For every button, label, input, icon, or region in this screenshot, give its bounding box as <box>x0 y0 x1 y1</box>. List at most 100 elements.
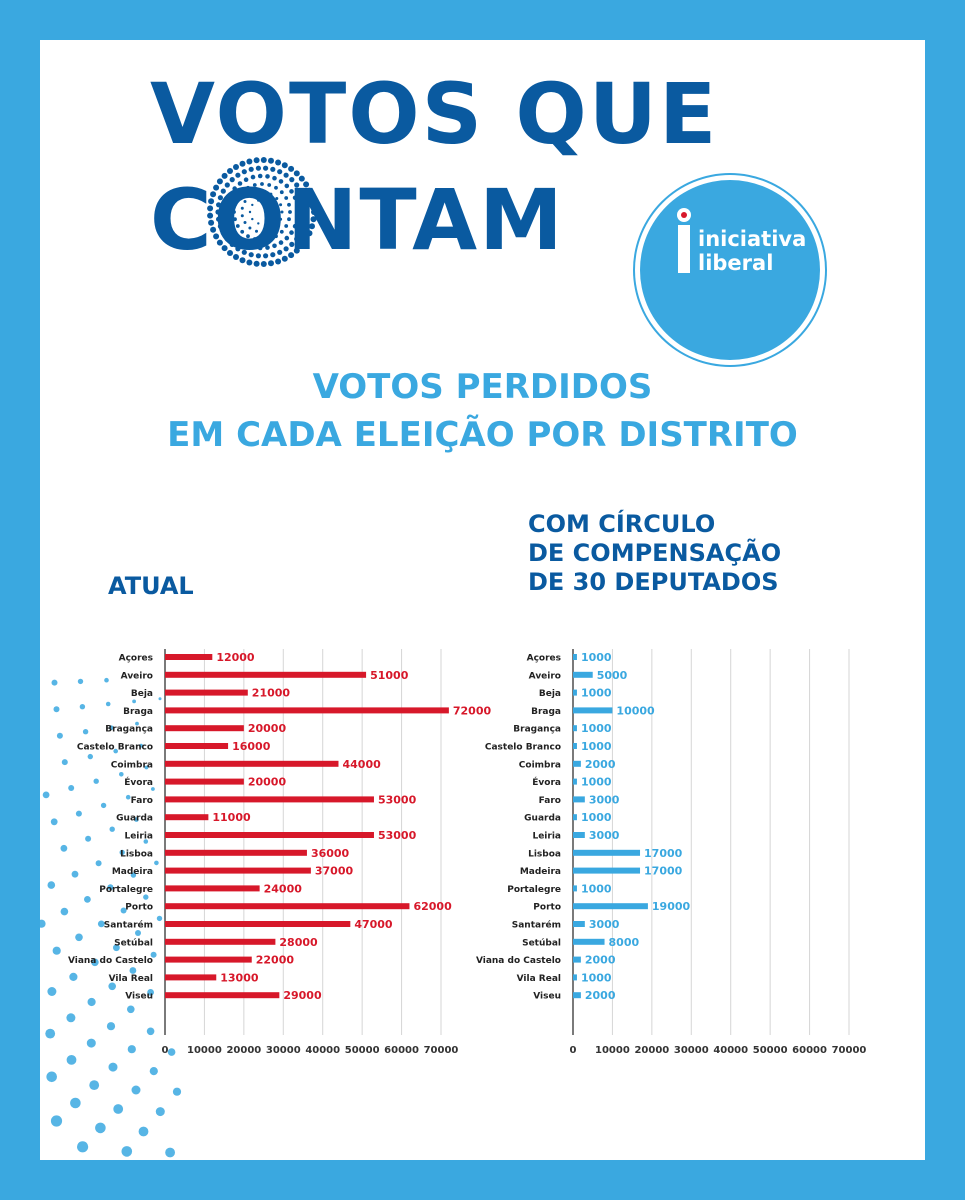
title-o-dot <box>298 230 304 236</box>
title-o-dot <box>262 230 266 234</box>
title-o-dot <box>270 252 276 258</box>
title-o-dot <box>283 172 289 178</box>
pattern-dot <box>77 1141 89 1153</box>
compensacao-data-label: 1000 <box>581 776 612 789</box>
atual-category-label: Évora <box>124 776 153 788</box>
title-o-dot <box>283 246 289 252</box>
pattern-dot <box>129 967 137 974</box>
atual-data-label: 28000 <box>279 936 318 949</box>
title-o-dot <box>213 233 220 240</box>
title-o-dot <box>253 260 260 267</box>
title-o-dot <box>225 198 230 204</box>
atual-category-label: Aveiro <box>121 671 153 681</box>
title-o-dot <box>302 202 308 208</box>
title-o-dot <box>303 181 310 188</box>
compensacao-bar <box>573 707 613 714</box>
pattern-dot <box>119 772 124 777</box>
pattern-dot <box>121 1146 133 1157</box>
pattern-dot <box>113 1104 124 1114</box>
atual-category-label: Viseu <box>125 992 153 1002</box>
compensacao-bar <box>573 885 577 892</box>
compensacao-data-label: 3000 <box>589 918 620 931</box>
title-o-dot <box>235 224 240 228</box>
title-o-dot <box>227 168 233 174</box>
pattern-dot <box>87 997 96 1007</box>
compensacao-category-label: Açores <box>527 654 561 664</box>
compensacao-data-label: 2000 <box>585 758 616 771</box>
pattern-dot <box>93 778 99 784</box>
title-o-dot <box>284 224 289 228</box>
pattern-dot <box>151 787 155 791</box>
atual-category-label: Santarém <box>104 920 153 931</box>
pattern-dot <box>106 1022 116 1031</box>
pattern-dot <box>149 1067 158 1076</box>
title-o-dot <box>289 177 295 183</box>
atual-data-label: 20000 <box>248 722 287 735</box>
title-o-dot <box>264 199 267 202</box>
pattern-dot <box>130 872 137 878</box>
title-o-dot <box>223 206 229 211</box>
title-o-dot <box>302 216 308 222</box>
atual-bar <box>165 956 252 963</box>
title-o-dot <box>267 183 272 187</box>
atual-category-label: Madeira <box>112 867 153 877</box>
title-o-dot <box>237 238 243 243</box>
title-o-dot <box>246 185 250 190</box>
title-o-dot <box>298 242 305 249</box>
pattern-dot <box>84 896 91 903</box>
title-o-dot <box>232 186 237 191</box>
compensacao-bar <box>573 814 577 821</box>
title-o-dot <box>295 216 300 222</box>
chart-title-compensacao-line2: DE COMPENSAÇÃO <box>528 538 782 567</box>
atual-category-label: Leiria <box>124 832 153 842</box>
atual-category-label: Bragança <box>105 725 153 735</box>
compensacao-category-label: Madeira <box>520 867 561 877</box>
compensacao-data-label: 1000 <box>581 722 612 735</box>
compensacao-bar <box>573 689 577 696</box>
title-o-dot <box>235 246 241 252</box>
compensacao-data-label: 17000 <box>644 847 683 860</box>
atual-category-label: Vila Real <box>109 974 153 984</box>
title-o-dot <box>270 203 273 207</box>
compensacao-data-label: 17000 <box>644 865 683 878</box>
title-o-dot <box>292 223 298 229</box>
compensacao-bar <box>573 654 577 660</box>
title-o-dot <box>284 196 289 200</box>
pattern-dot <box>125 794 131 800</box>
title-o-dot <box>208 219 215 226</box>
title-o-dot <box>311 209 317 215</box>
title-o-dot <box>213 184 220 191</box>
atual-tick-label: 0 <box>162 1045 169 1056</box>
title-o-dot <box>208 198 215 205</box>
compensacao-data-label: 3000 <box>589 829 620 842</box>
title-o-dot <box>263 165 269 171</box>
title-o-dot <box>294 236 300 242</box>
pattern-dot <box>82 729 89 735</box>
atual-category-label: Viana do Castelo <box>68 956 153 966</box>
compensacao-category-label: Bragança <box>513 725 561 735</box>
atual-bar <box>165 796 374 803</box>
atual-tick-label: 40000 <box>305 1045 340 1056</box>
atual-tick-label: 20000 <box>226 1045 261 1056</box>
atual-bar <box>165 760 339 767</box>
title-o-dot <box>253 157 260 164</box>
pattern-dot <box>46 1071 57 1083</box>
chart-compensacao: 0 10000 20000 30000 40000 50000 60000 70000 Açor… <box>476 649 866 1056</box>
compensacao-bar <box>573 832 585 838</box>
atual-data-label: 44000 <box>342 758 381 771</box>
title-o-dot <box>284 235 290 241</box>
title-o-dot <box>268 260 274 267</box>
atual-category-label: Portalegre <box>99 885 153 895</box>
atual-data-label: 62000 <box>413 900 452 913</box>
compensacao-bar <box>573 743 577 749</box>
title-o-dot <box>240 229 245 234</box>
title-o-dot <box>288 210 292 214</box>
title-o-dot <box>277 169 283 175</box>
compensacao-data-label: 1000 <box>581 651 612 664</box>
title-o-dot <box>263 253 269 259</box>
title-o-dot <box>257 245 263 251</box>
atual-data-label: 13000 <box>220 971 259 984</box>
title-o-dot <box>255 253 261 259</box>
pattern-dot <box>47 987 57 996</box>
title-o-dot <box>248 226 252 230</box>
